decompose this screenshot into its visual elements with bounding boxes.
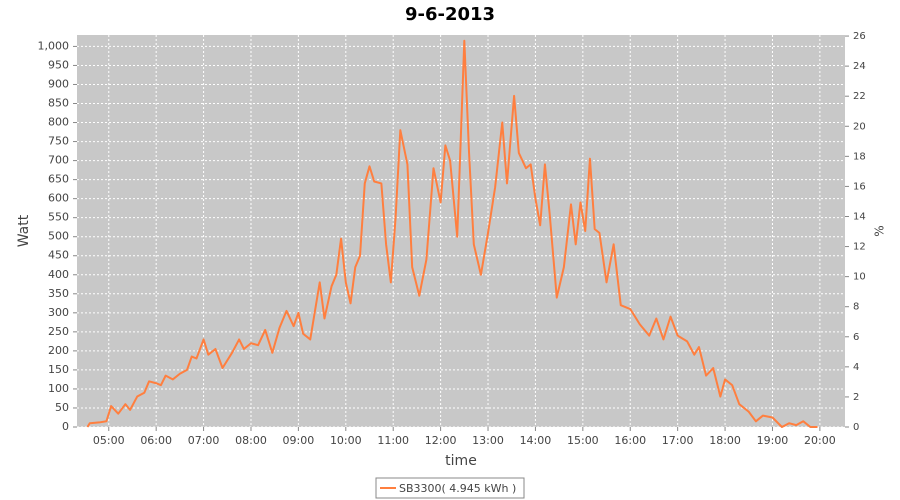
x-tick-label: 05:00 [93,434,125,447]
y2-tick-label: 6 [853,332,859,343]
y-tick-label: 900 [48,77,69,90]
y-tick-label: 550 [48,211,69,224]
y2-tick-label: 20 [853,121,866,132]
y-tick-label: 600 [48,192,69,205]
chart-title: 9-6-2013 [405,4,495,25]
plot-area [77,35,845,427]
x-tick-label: 18:00 [709,434,741,447]
y2-tick-label: 18 [853,151,866,162]
series-line [86,39,818,428]
x-tick-label: 11:00 [377,434,409,447]
y-tick-label: 650 [48,173,69,186]
y-tick-label: 850 [48,97,69,110]
x-tick-label: 16:00 [614,434,646,447]
y-tick-label: 50 [55,401,69,414]
y2-tick-label: 14 [853,211,866,222]
y2-tick-label: 22 [853,91,866,102]
y-axis-label: Watt [16,214,32,247]
y-tick-label: 800 [48,116,69,129]
x-tick-label: 07:00 [188,434,220,447]
y2-axis-label: % [873,225,887,236]
x-tick-label: 08:00 [235,434,267,447]
x-tick-label: 06:00 [140,434,172,447]
y-tick-label: 200 [48,344,69,357]
x-tick-label: 09:00 [283,434,315,447]
x-tick-label: 17:00 [662,434,694,447]
y2-tick-label: 0 [853,422,859,433]
y-tick-label: 500 [48,230,69,243]
x-tick-label: 19:00 [757,434,789,447]
y-tick-label: 700 [48,154,69,167]
y-tick-label: 400 [48,268,69,281]
x-tick-label: 20:00 [804,434,836,447]
x-tick-label: 12:00 [425,434,457,447]
x-axis-label: time [445,453,477,469]
y-tick-label: 150 [48,363,69,376]
y2-tick-label: 2 [853,392,859,403]
y2-tick-label: 16 [853,181,866,192]
legend-label: SB3300( 4.945 kWh ) [399,482,516,495]
y-tick-label: 450 [48,249,69,262]
y2-tick-label: 12 [853,242,866,253]
legend [375,477,525,499]
x-tick-label: 15:00 [567,434,599,447]
x-tick-label: 14:00 [520,434,552,447]
x-tick-label: 10:00 [330,434,362,447]
y-tick-label: 350 [48,287,69,300]
y-tick-label: 0 [62,420,69,433]
y-tick-label: 300 [48,306,69,319]
y-tick-label: 950 [48,58,69,71]
y2-tick-label: 26 [853,31,866,42]
y-tick-label: 750 [48,135,69,148]
y2-tick-label: 4 [853,362,859,373]
y2-tick-label: 8 [853,302,859,313]
y-tick-label: 100 [48,382,69,395]
y2-tick-label: 24 [853,61,866,72]
y-tick-label: 1,000 [38,39,70,52]
x-tick-label: 13:00 [472,434,504,447]
y2-tick-label: 10 [853,272,866,283]
y-tick-label: 250 [48,325,69,338]
